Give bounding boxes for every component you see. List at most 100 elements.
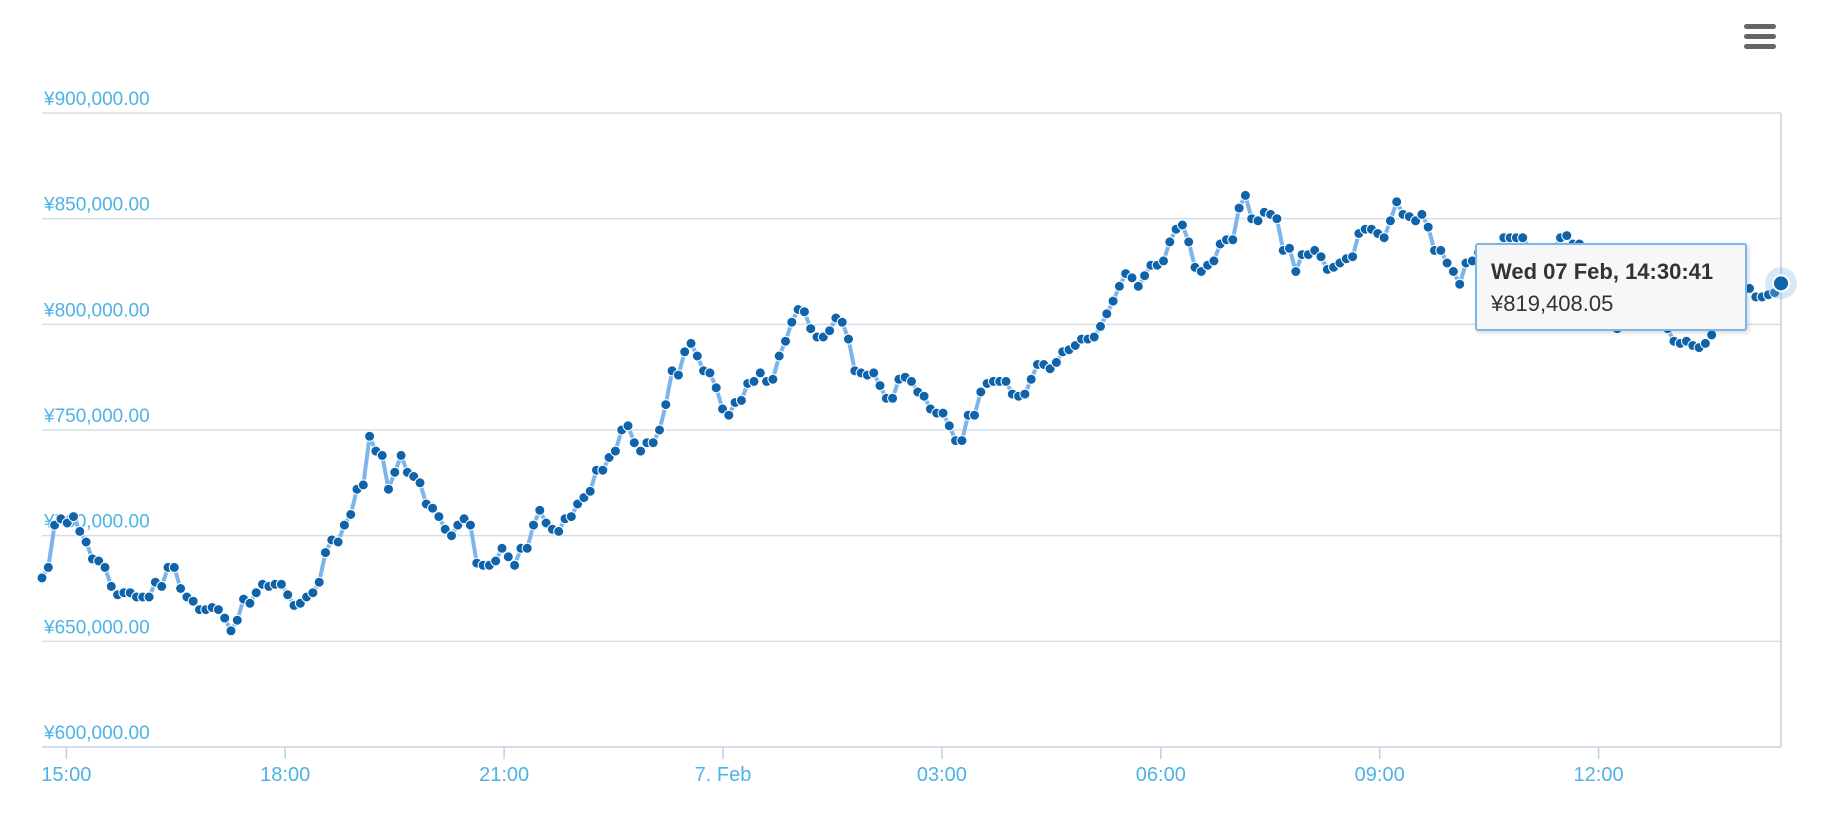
data-point[interactable] — [282, 589, 294, 601]
data-point[interactable] — [654, 424, 665, 436]
data-point[interactable] — [395, 449, 407, 461]
data-point[interactable] — [672, 369, 684, 381]
data-point[interactable] — [42, 561, 54, 573]
data-point[interactable] — [1101, 308, 1113, 320]
data-point[interactable] — [307, 587, 319, 599]
data-point[interactable] — [1000, 375, 1012, 387]
data-point[interactable] — [868, 367, 880, 379]
data-point[interactable] — [244, 597, 256, 609]
data-point[interactable] — [1239, 189, 1251, 201]
data-point[interactable] — [1384, 215, 1396, 227]
data-point[interactable] — [1416, 208, 1428, 220]
data-point[interactable] — [1233, 202, 1245, 214]
data-point[interactable] — [597, 464, 609, 476]
data-point[interactable] — [68, 511, 79, 523]
chart-menu-button[interactable] — [1740, 22, 1780, 56]
data-point[interactable] — [1019, 388, 1031, 400]
data-point[interactable] — [584, 485, 596, 497]
data-point[interactable] — [187, 595, 199, 607]
data-point[interactable] — [1706, 329, 1718, 341]
data-point[interactable] — [1183, 236, 1195, 248]
data-point[interactable] — [874, 380, 886, 392]
data-point[interactable] — [1227, 234, 1239, 246]
data-point[interactable] — [660, 399, 672, 411]
data-point[interactable] — [635, 445, 647, 457]
data-point[interactable] — [786, 316, 798, 328]
data-point[interactable] — [496, 542, 508, 554]
data-point[interactable] — [767, 373, 779, 385]
data-point[interactable] — [338, 519, 350, 531]
data-point[interactable] — [918, 390, 930, 402]
data-point[interactable] — [156, 580, 168, 592]
data-point[interactable] — [168, 561, 180, 573]
data-point[interactable] — [490, 555, 502, 567]
data-point[interactable] — [723, 409, 735, 421]
hovered-data-point[interactable] — [1772, 274, 1790, 293]
data-point[interactable] — [1347, 251, 1359, 263]
data-point[interactable] — [1113, 280, 1125, 292]
data-point[interactable] — [225, 625, 237, 637]
data-point[interactable] — [1252, 215, 1264, 227]
data-point[interactable] — [376, 449, 388, 461]
data-point[interactable] — [1139, 270, 1151, 282]
data-point[interactable] — [1422, 221, 1434, 233]
data-point[interactable] — [1454, 278, 1466, 290]
data-point[interactable] — [1158, 255, 1169, 267]
data-point[interactable] — [1208, 255, 1220, 267]
data-point[interactable] — [1447, 266, 1459, 277]
data-point[interactable] — [685, 337, 697, 349]
data-point[interactable] — [433, 511, 445, 523]
data-point[interactable] — [1176, 219, 1188, 231]
data-point[interactable] — [1561, 230, 1573, 242]
data-point[interactable] — [36, 572, 48, 584]
data-point[interactable] — [275, 578, 287, 590]
data-point[interactable] — [231, 614, 243, 626]
data-point[interactable] — [754, 367, 766, 379]
data-point[interactable] — [1271, 213, 1283, 225]
data-point[interactable] — [906, 375, 917, 387]
data-point[interactable] — [99, 561, 111, 573]
data-point[interactable] — [937, 407, 949, 419]
data-point[interactable] — [464, 519, 476, 531]
data-point[interactable] — [710, 382, 722, 394]
data-point[interactable] — [1095, 320, 1106, 332]
data-point[interactable] — [1290, 266, 1302, 277]
data-point[interactable] — [1378, 232, 1390, 244]
data-point[interactable] — [427, 502, 439, 514]
data-point[interactable] — [521, 542, 533, 554]
data-point[interactable] — [748, 375, 760, 387]
data-point[interactable] — [609, 445, 621, 457]
data-point[interactable] — [320, 547, 331, 559]
data-point[interactable] — [1435, 244, 1447, 256]
data-point[interactable] — [345, 509, 357, 520]
data-point[interactable] — [80, 536, 92, 548]
data-point[interactable] — [691, 350, 703, 362]
data-point[interactable] — [1050, 356, 1062, 368]
data-point[interactable] — [446, 530, 457, 542]
data-point[interactable] — [805, 323, 817, 335]
data-point[interactable] — [773, 350, 785, 362]
data-point[interactable] — [414, 477, 426, 489]
data-point[interactable] — [219, 612, 231, 624]
data-point[interactable] — [943, 420, 955, 432]
data-point[interactable] — [1088, 331, 1100, 343]
data-point[interactable] — [389, 466, 401, 478]
data-point[interactable] — [105, 580, 117, 592]
data-point[interactable] — [383, 483, 394, 495]
data-point[interactable] — [528, 519, 539, 531]
data-point[interactable] — [735, 394, 747, 406]
data-point[interactable] — [1126, 272, 1138, 284]
data-point[interactable] — [364, 430, 376, 442]
data-point[interactable] — [824, 325, 836, 337]
data-point[interactable] — [622, 420, 634, 432]
data-point[interactable] — [1441, 257, 1453, 269]
data-point[interactable] — [1025, 373, 1037, 385]
data-point[interactable] — [1164, 236, 1176, 248]
data-point[interactable] — [628, 437, 640, 449]
data-point[interactable] — [679, 346, 691, 358]
data-point[interactable] — [357, 479, 369, 491]
data-point[interactable] — [553, 525, 565, 537]
data-point[interactable] — [502, 551, 514, 563]
data-point[interactable] — [175, 583, 187, 594]
data-point[interactable] — [647, 437, 659, 449]
